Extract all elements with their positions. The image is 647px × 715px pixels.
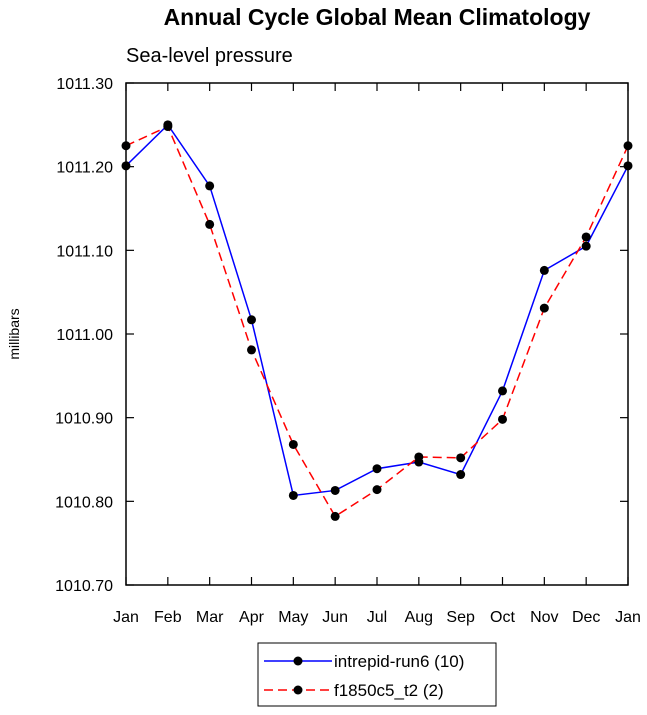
series-0-point	[498, 386, 507, 396]
x-tick-label: Nov	[530, 609, 558, 626]
series-0-point	[247, 315, 256, 325]
chart-subtitle: Sea-level pressure	[126, 45, 293, 67]
x-tick-label: Mar	[196, 609, 224, 626]
y-axis-label: millibars	[6, 308, 22, 359]
legend-box	[257, 642, 497, 707]
series-1-point	[581, 232, 591, 242]
y-tick-label: 1010.80	[55, 494, 113, 511]
y-tick-label: 1010.70	[55, 578, 113, 595]
plot-frame	[125, 82, 629, 586]
series-0-point	[456, 470, 466, 480]
series-1-point	[498, 414, 507, 424]
series-1-point	[288, 439, 298, 449]
series-1-point	[539, 303, 549, 313]
series-0-point	[372, 464, 382, 474]
series-line-1	[125, 125, 629, 518]
series-1-point	[330, 511, 340, 521]
x-tick-label: Jan	[615, 609, 641, 626]
series-1-point	[205, 219, 215, 229]
legend-marker-0	[293, 656, 303, 666]
series-0-point	[205, 181, 215, 191]
legend: intrepid-run6 (10) f1850c5_t2 (2)	[257, 642, 497, 707]
series-0-point	[330, 485, 340, 495]
x-tick-label: May	[278, 609, 308, 626]
series-1-point	[372, 485, 382, 495]
series-line-0	[125, 123, 629, 497]
y-ticks: 1010.70 1010.80 1010.90 1011.00 1011.10 1011.…	[55, 76, 628, 595]
y-tick-label: 1010.90	[55, 411, 113, 428]
x-tick-label: Oct	[490, 609, 515, 626]
series-1-point	[247, 345, 256, 355]
series-0-point	[288, 490, 298, 500]
y-tick-label: 1011.20	[56, 160, 113, 177]
series-1-point	[163, 122, 173, 132]
y-tick-label: 1011.00	[56, 327, 113, 344]
x-tick-label: Jul	[367, 609, 387, 626]
series-1-point	[121, 141, 131, 151]
x-tick-label: Jun	[322, 609, 348, 626]
x-tick-label: Dec	[572, 609, 600, 626]
series-layer	[121, 120, 633, 521]
series-0-point	[539, 265, 549, 275]
legend-marker-1	[293, 685, 303, 695]
y-tick-label: 1011.30	[56, 76, 113, 93]
series-1-point	[623, 141, 633, 151]
x-tick-label: Aug	[405, 609, 433, 626]
chart-title: Annual Cycle Global Mean Climatology	[164, 4, 591, 30]
y-tick-label: 1011.10	[56, 243, 113, 260]
legend-label-0: intrepid-run6 (10)	[334, 652, 464, 671]
series-1-point	[414, 452, 424, 462]
x-ticks: Jan Feb Mar Apr May Jun Jul Aug Sep Oct Nov Dec Jan	[113, 83, 641, 626]
series-0-point	[121, 161, 131, 171]
legend-label-1: f1850c5_t2 (2)	[334, 681, 444, 700]
x-tick-label: Apr	[239, 609, 265, 626]
series-0-point	[623, 161, 633, 171]
x-tick-label: Sep	[446, 609, 475, 626]
x-tick-label: Feb	[154, 609, 182, 626]
series-0-point	[581, 241, 591, 251]
x-tick-label: Jan	[113, 609, 139, 626]
series-1-point	[456, 453, 466, 463]
